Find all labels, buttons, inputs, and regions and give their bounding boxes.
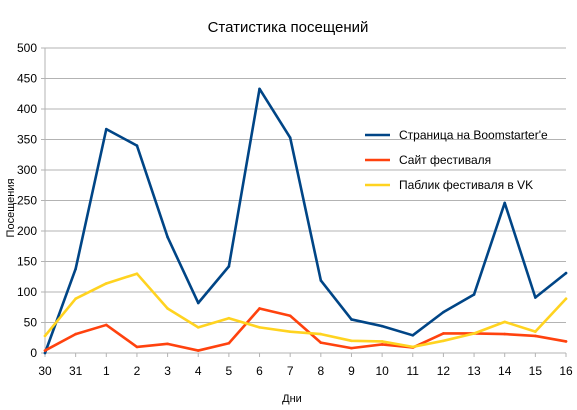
data-point: [564, 340, 568, 343]
y-tick-label: 150: [17, 255, 37, 269]
data-point: [534, 330, 537, 333]
data-point: [227, 316, 231, 320]
data-point: [472, 332, 476, 335]
y-tick-label: 200: [17, 224, 37, 238]
x-tick-label: 16: [559, 364, 573, 378]
data-point: [43, 351, 47, 355]
grid: [45, 47, 566, 354]
data-point: [135, 144, 139, 147]
chart-title: Статистика посещений: [208, 19, 369, 36]
data-point: [227, 341, 231, 345]
data-point: [288, 330, 292, 333]
data-point: [258, 326, 261, 329]
series-line-3: [43, 272, 568, 349]
data-point: [442, 339, 445, 343]
data-point: [564, 271, 568, 275]
legend-label: Страница на Boomstarter'е: [399, 128, 548, 142]
data-point: [350, 346, 353, 350]
y-tick-label: 0: [30, 346, 37, 360]
y-tick-label: 450: [17, 72, 37, 86]
x-axis-title: Дни: [282, 393, 302, 405]
y-tick-label: 100: [17, 285, 37, 299]
series-line-1: [43, 87, 568, 355]
y-axis-title: Посещения: [5, 179, 17, 238]
data-point: [380, 340, 384, 343]
data-point: [74, 267, 77, 271]
data-point: [380, 343, 384, 346]
data-point: [166, 235, 169, 239]
data-point: [534, 334, 537, 338]
x-tick-label: 15: [529, 364, 543, 378]
data-point: [43, 349, 47, 352]
legend-label: Паблик фестиваля в VK: [399, 178, 533, 192]
data-point: [74, 332, 77, 336]
data-point: [564, 297, 568, 301]
x-tick-label: 7: [287, 364, 294, 378]
data-point: [135, 272, 139, 276]
data-point: [104, 323, 108, 327]
data-point: [258, 87, 261, 91]
data-point: [104, 127, 108, 131]
x-tick-label: 31: [69, 364, 83, 378]
data-point: [442, 310, 445, 314]
data-point: [74, 297, 77, 301]
x-tick-label: 9: [348, 364, 355, 378]
series-lines: [43, 87, 568, 355]
data-point: [442, 332, 445, 335]
data-point: [503, 201, 507, 205]
x-tick-label: 12: [437, 364, 451, 378]
x-tick-label: 30: [38, 364, 52, 378]
x-tick-label: 11: [407, 364, 420, 378]
y-tick-label: 400: [17, 102, 37, 116]
x-tick-label: 6: [256, 364, 263, 378]
y-tick-label: 250: [17, 194, 37, 208]
data-point: [43, 334, 47, 338]
x-tick-label: 2: [134, 364, 141, 378]
x-tick-label: 14: [498, 364, 512, 378]
data-point: [411, 345, 415, 349]
y-tick-label: 50: [24, 316, 38, 330]
series-line-2: [43, 307, 568, 352]
x-tick-label: 4: [195, 364, 202, 378]
data-point: [258, 307, 261, 310]
data-point: [319, 341, 323, 344]
x-tick-label: 3: [164, 364, 171, 378]
data-point: [472, 293, 476, 296]
data-point: [196, 326, 200, 329]
legend-label: Сайт фестиваля: [399, 153, 491, 167]
data-point: [288, 314, 292, 318]
data-point: [380, 324, 384, 328]
legend: Страница на Boomstarter'е Сайт фестиваля П…: [365, 128, 548, 192]
data-point: [503, 320, 507, 324]
data-point: [166, 342, 169, 346]
data-point: [104, 282, 108, 285]
data-point: [350, 318, 353, 321]
x-tick-label: 8: [317, 364, 324, 378]
data-point: [196, 301, 200, 305]
data-point: [319, 279, 323, 282]
data-point: [411, 334, 415, 337]
y-tick-label: 300: [17, 163, 37, 177]
data-point: [227, 265, 231, 268]
data-point: [166, 307, 169, 310]
data-point: [350, 339, 353, 343]
data-point: [135, 345, 139, 349]
x-tick-label: 10: [375, 364, 389, 378]
data-point: [534, 296, 537, 299]
x-tick-label: 5: [226, 364, 233, 378]
x-tick-label: 13: [467, 364, 481, 378]
data-point: [288, 136, 292, 139]
y-tick-label: 350: [17, 133, 37, 147]
data-point: [503, 332, 507, 336]
x-tick-label: 1: [103, 364, 110, 378]
data-point: [196, 349, 200, 352]
data-point: [319, 332, 323, 336]
y-tick-label: 500: [17, 41, 37, 55]
